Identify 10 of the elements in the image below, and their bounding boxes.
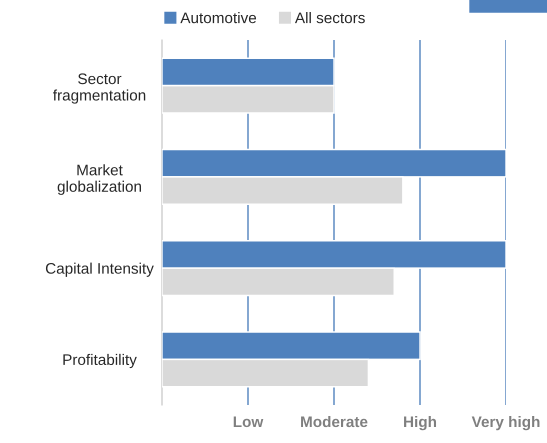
y-tick-label: Capital Intensity [46, 262, 154, 277]
y-tick-label: Sector fragmentation [53, 73, 146, 104]
text: Low [234, 416, 264, 428]
legend-label: Automotive [180, 12, 256, 24]
text: Very high [472, 416, 540, 430]
text: High [404, 416, 436, 430]
text: Moderate [301, 416, 368, 428]
y-tick-label: Profitability [63, 354, 137, 368]
y-tick-label: Market globalization [58, 164, 141, 195]
legend-label: All sectors [294, 12, 365, 24]
